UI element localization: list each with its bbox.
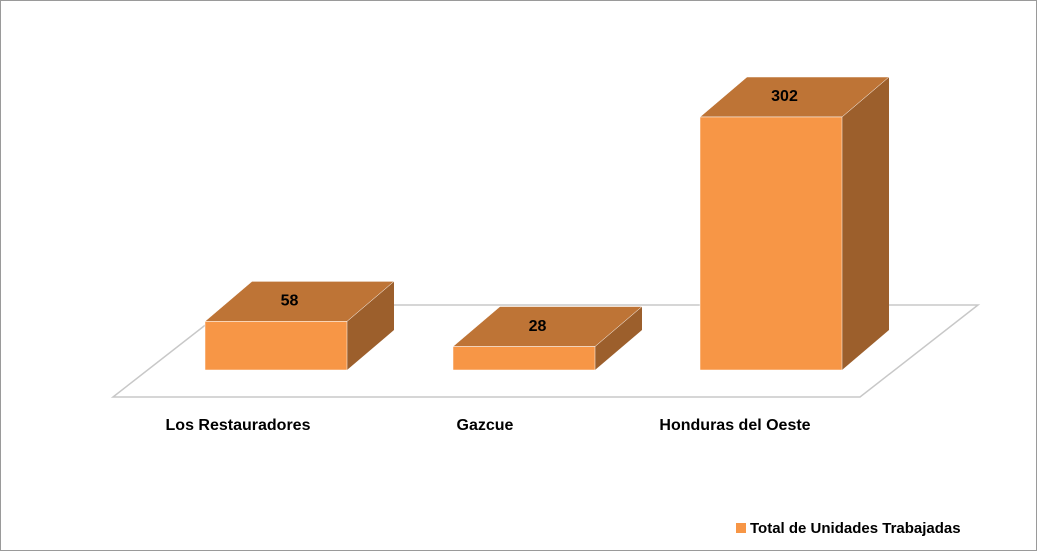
x-tick-label: Gazcue <box>457 417 514 434</box>
x-tick-label: Los Restauradores <box>166 417 311 434</box>
bar-side <box>842 77 889 370</box>
legend-swatch <box>736 523 746 533</box>
bar <box>452 346 596 371</box>
x-tick-label: Honduras del Oeste <box>659 417 810 434</box>
data-label: 302 <box>771 88 798 105</box>
bar-side <box>595 306 642 370</box>
bar-side <box>347 281 394 370</box>
legend-label: Total de Unidades Trabajadas <box>750 520 961 537</box>
data-label: 28 <box>529 318 547 335</box>
bar <box>204 321 348 371</box>
bar <box>699 116 843 371</box>
data-label: 58 <box>281 293 299 310</box>
